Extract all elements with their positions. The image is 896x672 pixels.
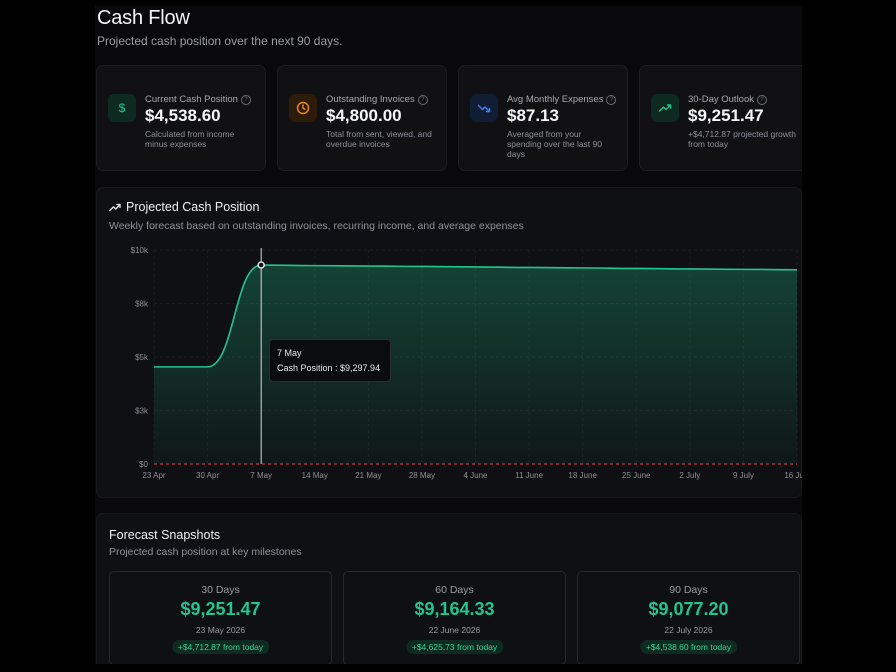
trending-up-icon (651, 94, 679, 122)
info-icon[interactable]: ? (417, 94, 428, 105)
trending-down-icon (470, 94, 498, 122)
x-tick-label: 7 May (250, 471, 272, 480)
snapshot-60-days: 60 Days $9,164.33 22 June 2026 +$4,625.7… (343, 571, 566, 664)
active-point (257, 261, 265, 269)
snapshot-change-badge: +$4,625.73 from today (405, 640, 504, 654)
snapshot-value: $9,251.47 (180, 599, 261, 619)
trending-up-icon (109, 203, 121, 212)
page-subtitle: Projected cash position over the next 90… (97, 34, 343, 48)
snapshots-subtitle: Projected cash position at key milestone… (109, 546, 302, 558)
area-fill (154, 265, 797, 464)
stat-label: Outstanding Invoices? (326, 94, 428, 105)
x-tick-label: 2 July (679, 471, 700, 480)
y-tick-label: $0 (139, 460, 148, 469)
x-tick-label: 16 July (784, 471, 802, 480)
x-tick-label: 14 May (302, 471, 328, 480)
snapshot-change-badge: +$4,538.60 from today (639, 640, 738, 654)
stat-value: $4,538.60 (145, 106, 221, 125)
snapshot-90-days: 90 Days $9,077.20 22 July 2026 +$4,538.6… (577, 571, 800, 664)
snapshot-value: $9,077.20 (648, 599, 729, 619)
x-tick-label: 4 June (463, 471, 488, 480)
snapshot-period: 90 Days (669, 584, 708, 596)
dollar-icon: $ (108, 94, 136, 122)
snapshot-value: $9,164.33 (414, 599, 495, 619)
stat-label: 30-Day Outlook? (688, 94, 768, 105)
x-tick-label: 11 June (515, 471, 543, 480)
snapshot-date: 22 June 2026 (428, 625, 481, 635)
stat-value: $87.13 (507, 106, 559, 125)
snapshot-period: 30 Days (201, 584, 240, 596)
svg-text:$: $ (119, 101, 126, 115)
info-icon[interactable]: ? (757, 94, 768, 105)
stat-card-current-cash: $ Current Cash Position? $4,538.60 Calcu… (96, 65, 266, 171)
stat-value: $4,800.00 (326, 106, 402, 125)
forecast-snapshots-card: Forecast Snapshots Projected cash positi… (96, 513, 802, 664)
series-line (153, 264, 798, 368)
tooltip-value: Cash Position : $9,297.94 (277, 363, 381, 373)
stat-card-outstanding-invoices: Outstanding Invoices? $4,800.00 Total fr… (277, 65, 447, 171)
chart-title: Projected Cash Position (109, 200, 259, 214)
stat-card-avg-expenses: Avg Monthly Expenses? $87.13 Averaged fr… (458, 65, 628, 171)
info-icon[interactable]: ? (606, 94, 617, 105)
x-tick-label: 25 June (622, 471, 651, 480)
stat-value: $9,251.47 (688, 106, 764, 125)
chart-tooltip: 7 May Cash Position : $9,297.94 (269, 339, 391, 382)
snapshots-title: Forecast Snapshots (109, 528, 221, 542)
x-tick-label: 9 July (733, 471, 754, 480)
snapshot-date: 23 May 2026 (195, 625, 246, 635)
snapshot-30-days: 30 Days $9,251.47 23 May 2026 +$4,712.87… (109, 571, 332, 664)
stat-label: Current Cash Position? (145, 94, 251, 105)
cash-flow-page: Cash Flow Projected cash position over t… (95, 6, 802, 664)
stat-note: Averaged from your spending over the las… (507, 129, 602, 159)
cash-position-chart[interactable]: $0 $3k $5k $8k $10k 23 Apr 30 Apr 7 May 14 May 21… (97, 188, 802, 499)
x-tick-label: 18 June (568, 471, 597, 480)
x-tick-label: 28 May (409, 471, 435, 480)
y-tick-label: $3k (135, 407, 149, 416)
x-tick-label: 23 Apr (142, 471, 165, 480)
tooltip-date: 7 May (277, 348, 302, 358)
chart-subtitle: Weekly forecast based on outstanding inv… (109, 220, 524, 232)
clock-icon (289, 94, 317, 122)
stat-note: +$4,712.87 projected growth from today (688, 129, 796, 149)
x-tick-label: 30 Apr (196, 471, 219, 480)
page-title: Cash Flow (97, 7, 190, 29)
snapshot-change-badge: +$4,712.87 from today (171, 640, 270, 654)
y-tick-label: $10k (131, 246, 149, 255)
stat-card-30-day-outlook: 30-Day Outlook? $9,251.47 +$4,712.87 pro… (639, 65, 802, 171)
snapshot-period: 60 Days (435, 584, 474, 596)
y-tick-label: $5k (135, 353, 149, 362)
projected-cash-chart-card: Projected Cash Position Weekly forecast … (96, 187, 802, 498)
stat-label: Avg Monthly Expenses? (507, 94, 617, 105)
snapshot-date: 22 July 2026 (664, 625, 713, 635)
stat-note: Total from sent, viewed, and overdue inv… (326, 129, 432, 149)
info-icon[interactable]: ? (240, 94, 251, 105)
stat-note: Calculated from income minus expenses (145, 129, 235, 149)
y-tick-label: $8k (135, 300, 149, 309)
x-tick-label: 21 May (355, 471, 381, 480)
